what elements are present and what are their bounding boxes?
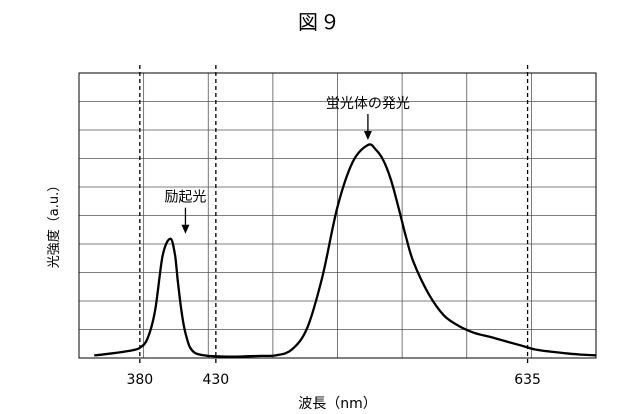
grid-lines — [79, 73, 596, 358]
annotations: 励起光 蛍光体の発光 — [164, 96, 409, 234]
annotation-label-0: 励起光 — [164, 190, 206, 206]
annotation-label-1: 蛍光体の発光 — [326, 96, 410, 112]
x-tick-labels: 380 430 635 — [126, 372, 540, 388]
x-axis-label: 波長（nm） — [298, 396, 377, 412]
annotation-arrow-head-1 — [364, 131, 372, 140]
x-tick-label-430: 430 — [202, 372, 229, 388]
spectrum-chart: 380 430 635 励起光 蛍光体の発光 波長（nm） 光強度（a.u.） — [0, 0, 640, 414]
y-axis-label: 光強度（a.u.） — [46, 179, 62, 268]
annotation-arrow-head-0 — [181, 225, 189, 234]
x-tick-label-380: 380 — [126, 372, 153, 388]
x-tick-label-635: 635 — [514, 372, 541, 388]
spectrum-line — [94, 144, 596, 356]
